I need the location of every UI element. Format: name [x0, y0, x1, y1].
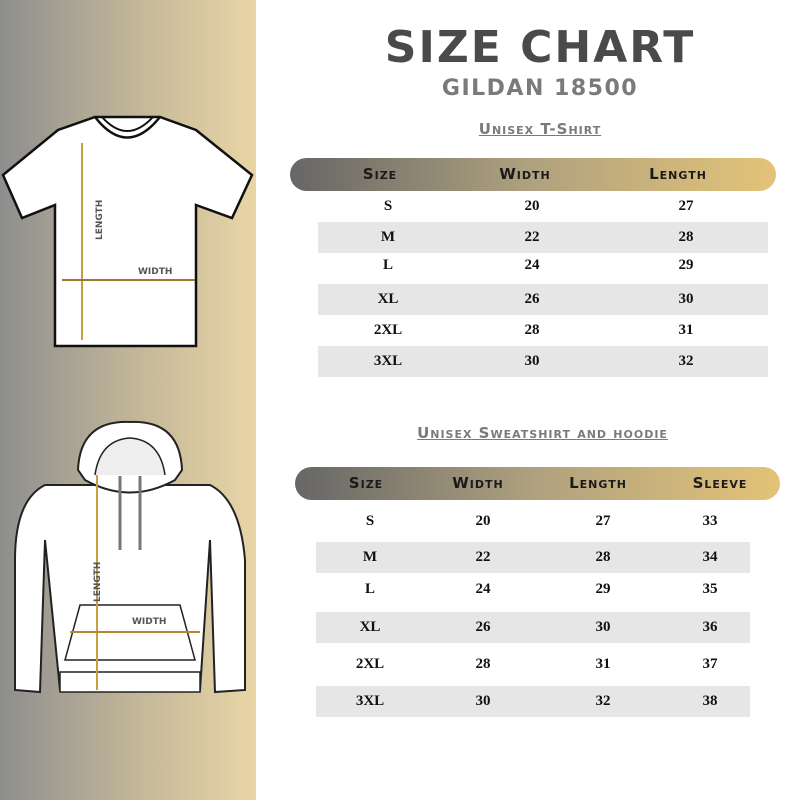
- table-row: S 20 27 33: [316, 506, 750, 537]
- table-cell: 32: [678, 353, 694, 369]
- table-cell: 24: [475, 581, 491, 597]
- tshirt-section-title: Unisex T-Shirt: [478, 120, 602, 138]
- table-cell: 34: [702, 549, 718, 565]
- table-cell: 20: [524, 198, 540, 214]
- left-illustration-panel: LENGTH WIDTH LENGTH WIDTH: [0, 0, 256, 800]
- table-row: 3XL 30 32 38: [316, 686, 750, 717]
- table-cell: 31: [595, 656, 611, 672]
- table-cell: S: [365, 513, 375, 529]
- length-label: LENGTH: [93, 562, 103, 602]
- table-cell: 33: [702, 513, 718, 529]
- table-cell: 30: [678, 291, 694, 307]
- table-row: 2XL 28 31: [318, 315, 768, 346]
- table-cell: 28: [595, 549, 611, 565]
- table-cell: 29: [678, 257, 694, 273]
- table-cell: 28: [475, 656, 491, 672]
- table-cell: 2XL: [373, 322, 403, 338]
- table-cell: 28: [524, 322, 540, 338]
- header-size: Size: [362, 165, 398, 183]
- table-cell: 27: [678, 198, 694, 214]
- table-row: 3XL 30 32: [318, 346, 768, 377]
- header-length: Length: [569, 474, 627, 492]
- table-cell: 29: [595, 581, 611, 597]
- table-cell: 30: [475, 693, 491, 709]
- table-cell: M: [362, 549, 378, 565]
- page-subtitle: GILDAN 18500: [441, 76, 639, 101]
- table-cell: 3XL: [355, 693, 385, 709]
- header-width: Width: [452, 474, 504, 492]
- table-cell: 22: [524, 229, 540, 245]
- table-row: L 24 29: [318, 250, 768, 281]
- table-row: M 22 28 34: [316, 542, 750, 573]
- table-cell: 28: [678, 229, 694, 245]
- page-title: SIZE CHART: [384, 22, 696, 73]
- table-cell: 35: [702, 581, 718, 597]
- table-cell: 32: [595, 693, 611, 709]
- table-cell: 24: [524, 257, 540, 273]
- hoodie-illustration: LENGTH WIDTH: [14, 420, 246, 694]
- table-row: 2XL 28 31 37: [316, 649, 750, 680]
- hoodie-section-title: Unisex Sweatshirt and hoodie: [417, 424, 668, 442]
- width-label: WIDTH: [138, 267, 172, 277]
- table-cell: L: [382, 257, 394, 273]
- header-sleeve: Sleeve: [692, 474, 748, 492]
- tshirt-illustration: LENGTH WIDTH: [1, 115, 254, 348]
- table-cell: XL: [377, 291, 399, 307]
- table-row: XL 26 30: [318, 284, 768, 315]
- width-label: WIDTH: [132, 617, 166, 627]
- table-cell: XL: [359, 619, 381, 635]
- table-cell: 26: [524, 291, 540, 307]
- table-cell: 30: [595, 619, 611, 635]
- header-size: Size: [348, 474, 384, 492]
- table-cell: S: [383, 198, 393, 214]
- hoodie-table-header: Size Width Length Sleeve: [295, 467, 780, 500]
- header-width: Width: [499, 165, 551, 183]
- table-row: S 20 27: [318, 191, 768, 222]
- table-cell: 2XL: [355, 656, 385, 672]
- table-cell: 30: [524, 353, 540, 369]
- table-cell: M: [380, 229, 396, 245]
- table-cell: 20: [475, 513, 491, 529]
- table-cell: 3XL: [373, 353, 403, 369]
- table-cell: 26: [475, 619, 491, 635]
- table-cell: 22: [475, 549, 491, 565]
- table-cell: 38: [702, 693, 718, 709]
- table-row: L 24 29 35: [316, 574, 750, 605]
- table-cell: L: [364, 581, 376, 597]
- table-cell: 27: [595, 513, 611, 529]
- length-label: LENGTH: [95, 200, 105, 240]
- table-row: XL 26 30 36: [316, 612, 750, 643]
- tshirt-table-header: Size Width Length: [290, 158, 776, 191]
- table-cell: 36: [702, 619, 718, 635]
- table-cell: 31: [678, 322, 694, 338]
- table-cell: 37: [702, 656, 718, 672]
- table-row: M 22 28: [318, 222, 768, 253]
- header-length: Length: [649, 165, 707, 183]
